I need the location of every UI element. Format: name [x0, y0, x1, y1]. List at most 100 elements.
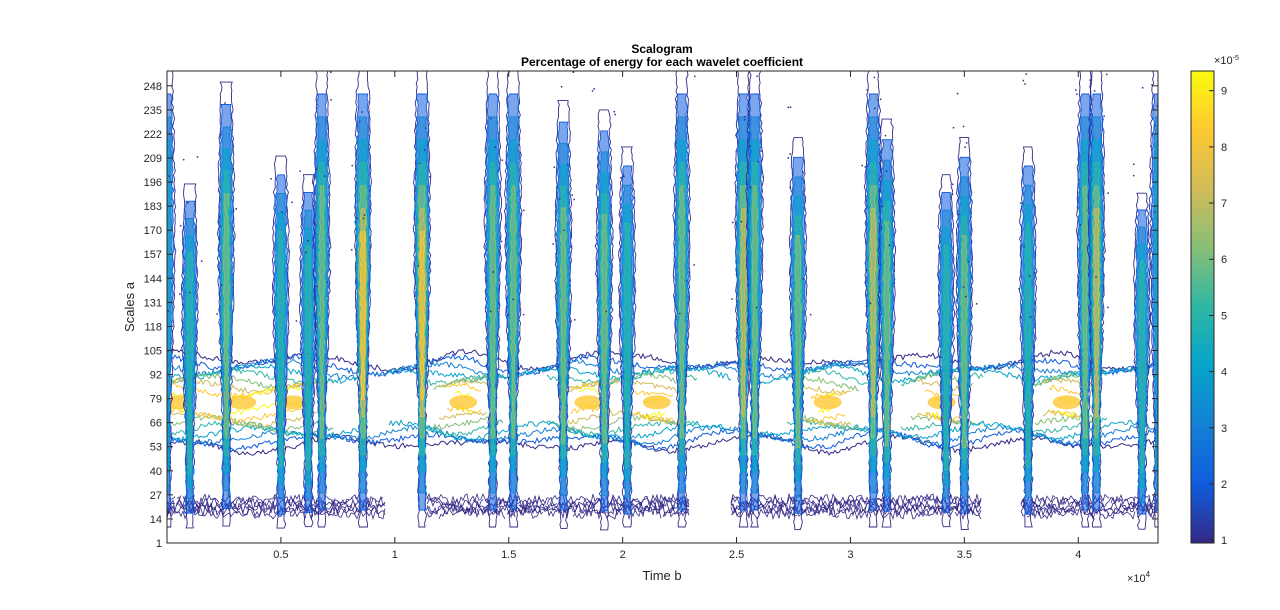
speck [1089, 79, 1091, 81]
burst-contour [1087, 71, 1106, 528]
speck [789, 153, 791, 155]
x-tick-label: 3.5 [957, 549, 972, 561]
speck [307, 240, 309, 242]
y-tick-label: 14 [150, 514, 162, 526]
x-tick-label: 2 [620, 549, 626, 561]
speck [952, 126, 955, 129]
speck [232, 168, 235, 170]
speck [1154, 211, 1156, 213]
speck [330, 99, 332, 101]
speck [326, 281, 329, 283]
y-tick-label: 222 [144, 129, 162, 141]
speck [1023, 245, 1026, 248]
x-axis: 0.5 1 1.5 2 2.5 3 3.5 4 [273, 71, 1081, 561]
colorbar-tick-label: 9 [1221, 86, 1227, 98]
speck [869, 302, 872, 304]
speck [1076, 93, 1078, 95]
burst-contour [419, 231, 426, 401]
colorbar-tick-label: 2 [1221, 479, 1227, 491]
burst-contour [678, 185, 686, 439]
y-tick-label: 66 [150, 418, 162, 430]
burst-contour [276, 230, 285, 468]
y-tick-label: 27 [150, 490, 162, 502]
chart-subtitle: Percentage of energy for each wavelet co… [521, 55, 803, 69]
speck [967, 260, 970, 263]
colorbar-tick-label: 1 [1221, 535, 1227, 547]
y-axis: 1 14 27 40 53 66 79 92 105 118 131 144 157 170 183 196 2… [144, 81, 1158, 550]
speck [507, 313, 510, 316]
speck [874, 107, 876, 110]
colorbar-tick-label: 6 [1221, 254, 1227, 266]
speck [522, 313, 525, 316]
band-peak [642, 395, 671, 410]
speck [179, 225, 182, 227]
speck [569, 320, 571, 322]
speck [762, 176, 764, 178]
speck [500, 240, 503, 243]
burst-contour [882, 221, 891, 447]
burst-contour [222, 193, 231, 439]
speck [743, 118, 746, 121]
speck [623, 175, 625, 178]
burst-contour [623, 223, 632, 468]
burst-contour [1133, 192, 1151, 530]
speck [571, 194, 573, 196]
y-tick-label: 1 [156, 538, 162, 550]
speck [787, 157, 789, 159]
speck [866, 269, 868, 272]
speck [1107, 306, 1109, 309]
speck [880, 226, 883, 229]
burst-contour [600, 214, 609, 444]
speck [951, 183, 954, 186]
speck [417, 265, 419, 267]
burst-contour [359, 231, 367, 401]
speck [1022, 79, 1025, 82]
colorbar-multiplier: ×10-5 [1214, 55, 1239, 67]
speck [789, 106, 792, 108]
speck [596, 279, 599, 281]
speck [1156, 105, 1158, 107]
speck [305, 251, 307, 254]
speck [1019, 316, 1022, 319]
speck [270, 178, 272, 180]
speck [760, 150, 762, 152]
burst-contour [618, 146, 637, 528]
y-tick-label: 235 [144, 105, 162, 117]
speck [1107, 192, 1109, 194]
speck [356, 217, 359, 220]
speck [1024, 83, 1026, 85]
burst-contour [955, 137, 974, 531]
band-contour-level-1 [167, 427, 1158, 452]
speck [316, 285, 318, 288]
x-axis-label: Time b [642, 568, 681, 583]
speck [1166, 151, 1168, 153]
speck [221, 284, 223, 286]
speck [1095, 276, 1097, 278]
colorbar-tick-label: 7 [1221, 198, 1227, 210]
speck [1075, 89, 1077, 91]
band-peak [1052, 395, 1081, 410]
burst-contour [271, 155, 290, 529]
burst-contour [1148, 71, 1158, 528]
speck [490, 117, 492, 120]
speck [975, 303, 978, 305]
speck [492, 271, 494, 273]
speck [558, 197, 561, 200]
y-tick-label: 105 [144, 345, 162, 357]
x-tick-label: 0.5 [273, 549, 288, 561]
speck [363, 214, 366, 216]
speck [291, 201, 293, 204]
speck [512, 298, 515, 301]
burst-contour [185, 252, 195, 474]
speck [196, 156, 199, 158]
speck [182, 158, 185, 161]
y-tick-label: 170 [144, 225, 162, 237]
burst-contour [1092, 208, 1100, 418]
x-tick-label: 1 [392, 549, 398, 561]
colorbar: 1 2 3 4 5 6 7 8 9 ×10-5 [1190, 55, 1239, 547]
speck [951, 193, 954, 196]
speck [958, 213, 960, 216]
band-peak [574, 395, 603, 410]
burst-contour [788, 137, 808, 531]
y-tick-label: 79 [150, 394, 162, 406]
